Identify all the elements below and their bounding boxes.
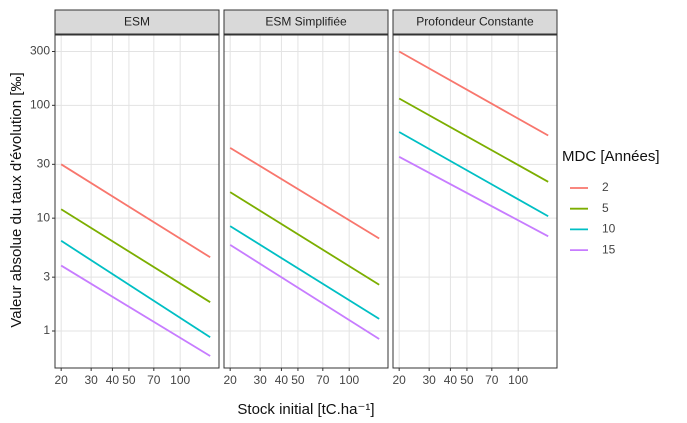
strip [392, 9, 558, 35]
x-tick-label: 30 [253, 373, 267, 387]
series-line [398, 50, 549, 137]
x-tick-label: 70 [485, 373, 499, 387]
x-tick-label: 30 [84, 373, 98, 387]
series-line [60, 163, 211, 259]
series-line [60, 208, 211, 303]
y-tick-label: 3 [43, 269, 50, 283]
series-line [60, 240, 211, 339]
panel [224, 35, 388, 368]
series-line [229, 244, 380, 340]
x-tick-label: 100 [339, 373, 359, 387]
legend-label: 10 [602, 222, 616, 236]
x-tick-label: 40 [106, 373, 120, 387]
x-tick-label: 50 [122, 373, 136, 387]
x-tick-label: 100 [170, 373, 190, 387]
strip [223, 9, 389, 35]
y-tick-label: 300 [30, 44, 50, 58]
strip [54, 9, 220, 35]
y-tick-label: 100 [30, 97, 50, 111]
x-tick-label: 40 [444, 373, 458, 387]
y-tick-label: 10 [37, 210, 51, 224]
legend-label: 5 [602, 201, 609, 215]
x-tick-label: 40 [275, 373, 289, 387]
panel [393, 35, 557, 368]
series-line [229, 225, 380, 320]
legend-label: 15 [602, 242, 616, 256]
x-tick-label: 20 [392, 373, 406, 387]
strip-title: ESM Simplifiée [265, 15, 347, 29]
x-tick-label: 50 [460, 373, 474, 387]
x-tick-label: 30 [422, 373, 436, 387]
x-axis-title: Stock initial [tC.ha⁻¹] [237, 401, 374, 418]
x-tick-label: 100 [508, 373, 528, 387]
panel-border [54, 34, 220, 369]
x-tick-label: 70 [316, 373, 330, 387]
legend-title: MDC [Années] [562, 148, 660, 165]
legend-label: 2 [602, 180, 609, 194]
y-tick-label: 1 [43, 323, 50, 337]
x-tick-label: 20 [54, 373, 68, 387]
panel [55, 35, 219, 368]
strip-title: Profondeur Constante [416, 15, 534, 29]
panel-border [392, 34, 558, 369]
series-line [398, 131, 549, 218]
series-line [229, 147, 380, 240]
x-tick-label: 50 [291, 373, 305, 387]
panel-border [223, 34, 389, 369]
series-line [60, 264, 211, 357]
y-axis-title: Valeur absolue du taux d'évolution [‰] [8, 72, 25, 327]
strip-title: ESM [124, 15, 150, 29]
x-tick-label: 20 [223, 373, 237, 387]
y-tick-label: 30 [37, 156, 51, 170]
series-line [398, 155, 549, 238]
series-line [229, 191, 380, 286]
series-line [398, 97, 549, 183]
x-tick-label: 70 [147, 373, 161, 387]
